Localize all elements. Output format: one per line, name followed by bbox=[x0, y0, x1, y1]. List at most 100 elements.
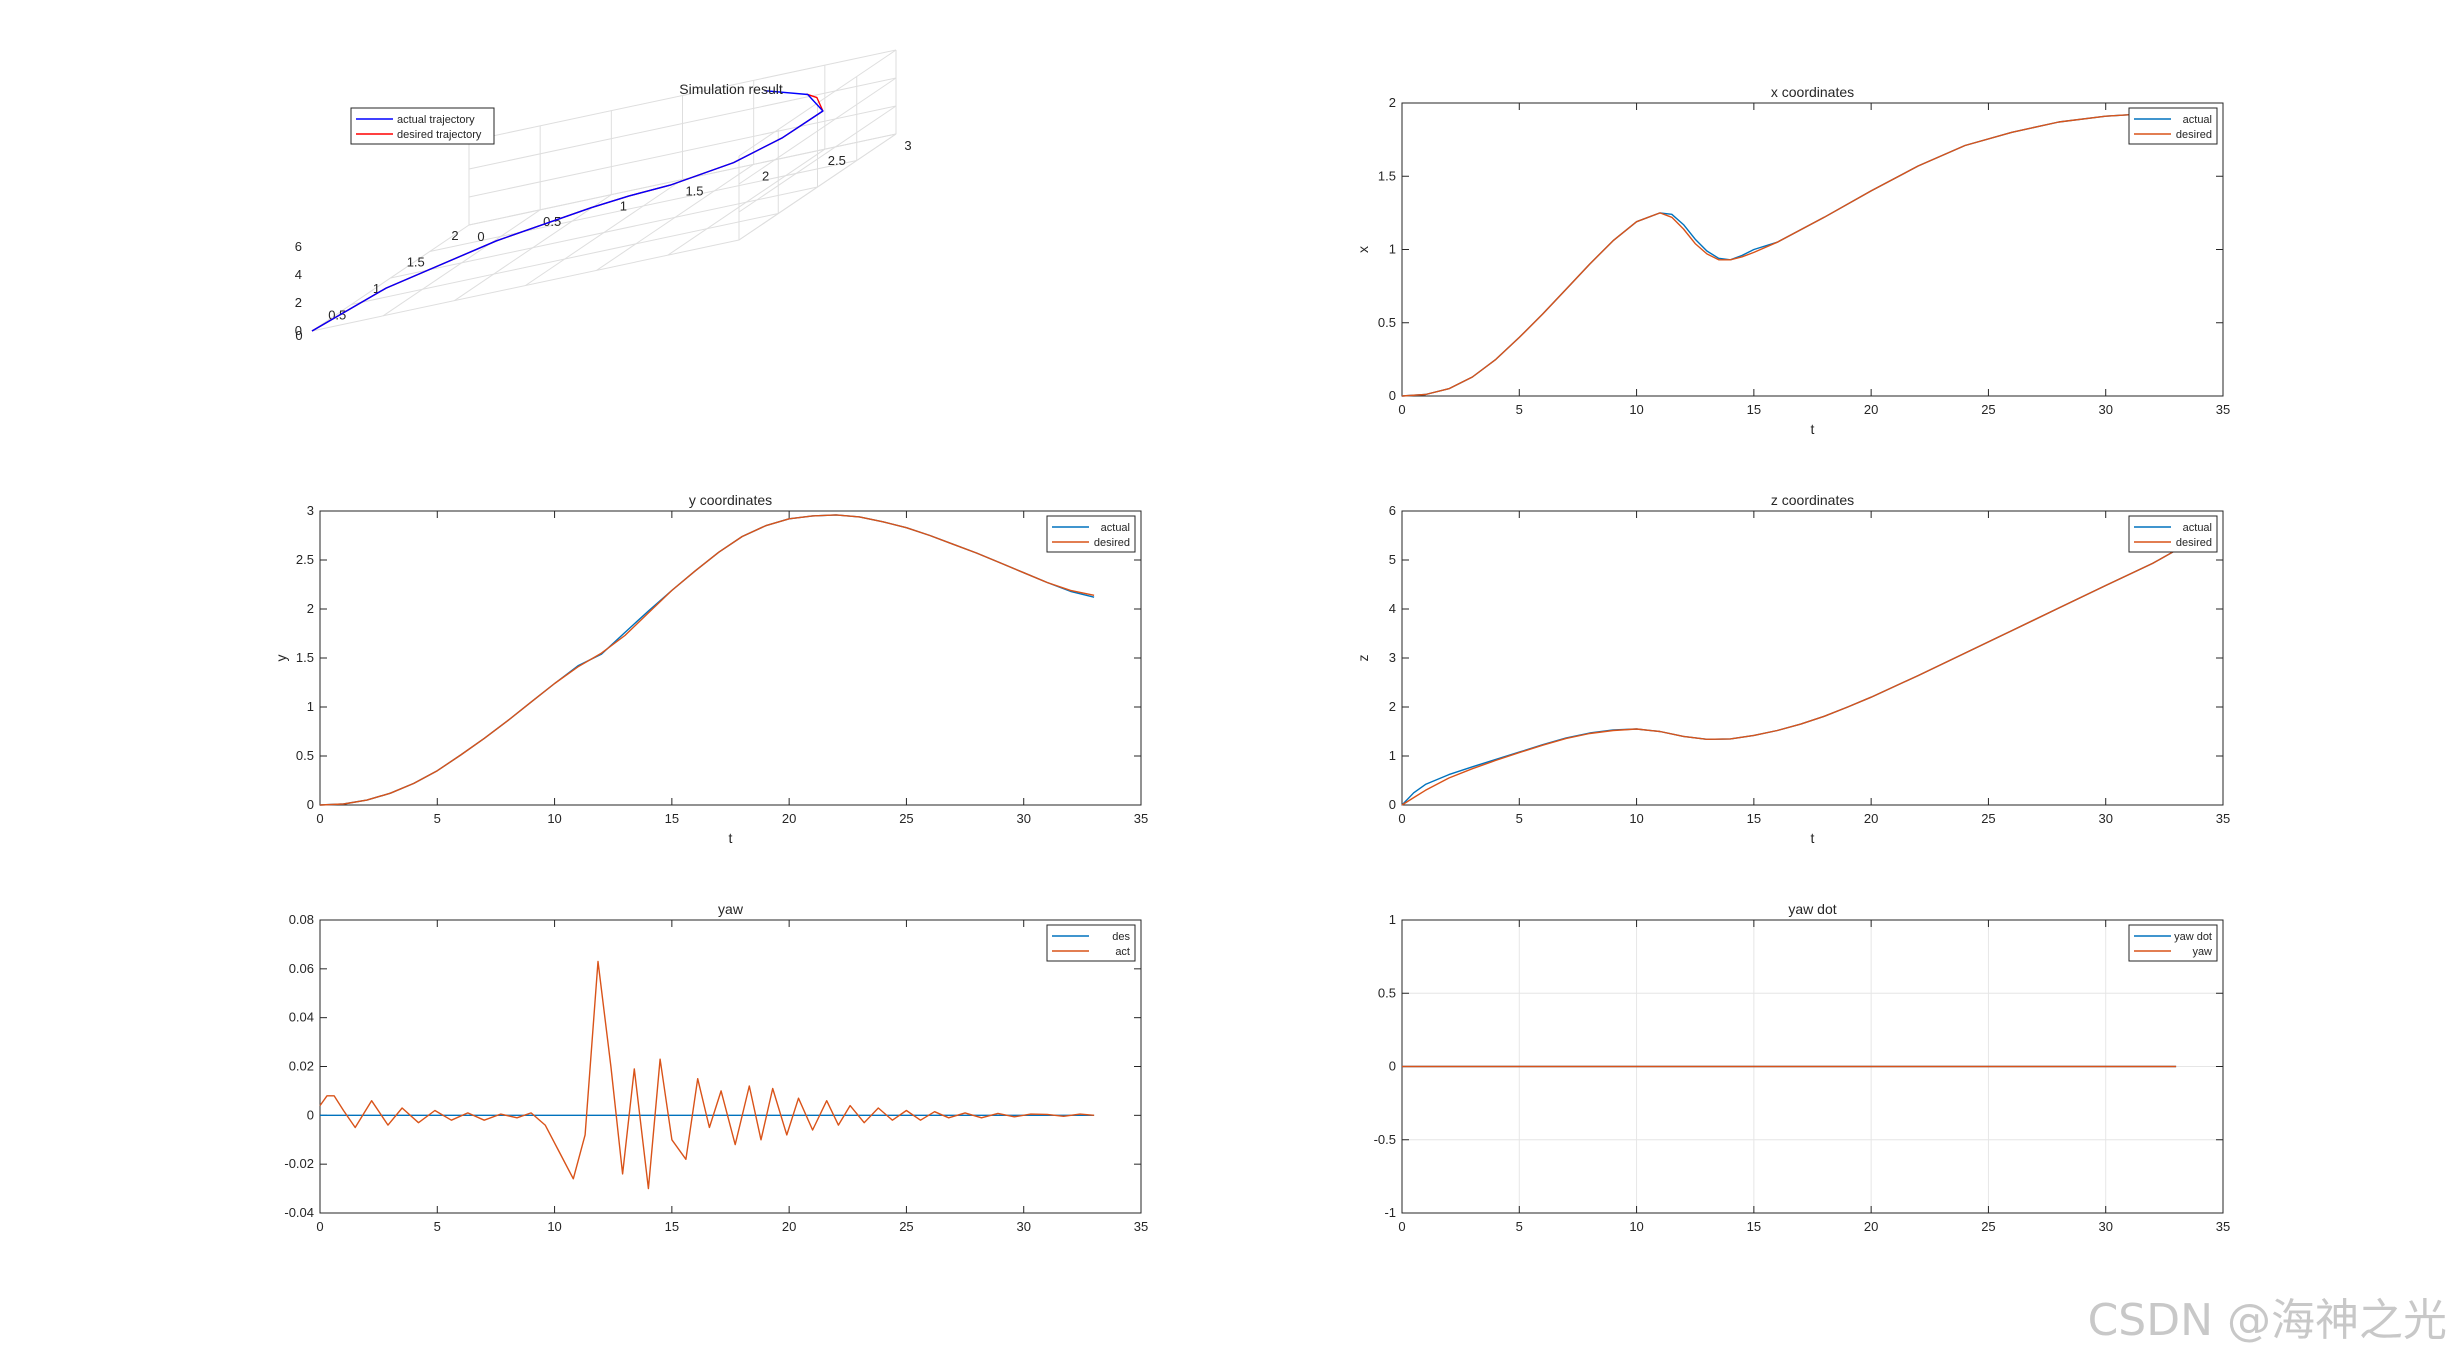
chart-title: y coordinates bbox=[689, 492, 772, 508]
x-tick-label: 5 bbox=[434, 1219, 441, 1234]
y-tick-label: 1.5 bbox=[1378, 168, 1396, 183]
y-tick-label: 0.5 bbox=[1378, 315, 1396, 330]
y-tick-label: 2.5 bbox=[296, 552, 314, 567]
x-tick-label: 25 bbox=[899, 811, 913, 826]
grid-line-z bbox=[468, 49, 897, 142]
x-tick-label: 20 bbox=[1864, 402, 1878, 417]
x-axis-label: t bbox=[1811, 421, 1815, 437]
y-tick-label: -0.02 bbox=[284, 1156, 314, 1171]
legend-label: desired bbox=[2176, 129, 2212, 141]
z-tick-label: 6 bbox=[295, 239, 302, 254]
grid-line-y bbox=[311, 224, 470, 332]
legend-label: actual bbox=[1101, 522, 1130, 534]
y-tick-label: -1 bbox=[1384, 1205, 1396, 1220]
x-tick-label: 35 bbox=[1134, 811, 1148, 826]
x-tick-label: 0 bbox=[1398, 811, 1405, 826]
legend-box bbox=[1046, 515, 1136, 553]
legend: actual desired bbox=[1046, 515, 1136, 553]
grid-line-z bbox=[468, 133, 897, 226]
legend: des act bbox=[1046, 924, 1136, 962]
x-tick-label: 20 bbox=[1864, 811, 1878, 826]
y-tick-label: 3 bbox=[904, 138, 911, 153]
chart-title: Simulation result bbox=[679, 81, 783, 97]
series-line-actual bbox=[1401, 549, 2177, 806]
grid-line-y bbox=[596, 163, 754, 271]
x-tick-label: 25 bbox=[1981, 811, 1995, 826]
x-tick-label: 35 bbox=[2216, 811, 2230, 826]
x-tick-label: 15 bbox=[665, 811, 679, 826]
grid-line-z bbox=[468, 77, 897, 170]
y-tick-label: 0 bbox=[1389, 388, 1396, 403]
grid-line-z bbox=[738, 105, 897, 213]
x-tick-label: 0 bbox=[1398, 402, 1405, 417]
legend-box bbox=[350, 107, 495, 145]
y-tick-label: 0.04 bbox=[289, 1010, 314, 1025]
legend-label: desired trajectory bbox=[397, 129, 482, 141]
x-tick-label: 5 bbox=[1516, 402, 1523, 417]
y-tick-label: 0.08 bbox=[289, 912, 314, 927]
x-tick-label: 5 bbox=[434, 811, 441, 826]
legend: actual desired bbox=[2128, 515, 2218, 553]
y-tick-label: -0.04 bbox=[284, 1205, 314, 1220]
csdn-watermark: CSDN @海神之光 bbox=[2087, 1295, 2447, 1346]
y-tick-label: 1.5 bbox=[296, 650, 314, 665]
series-line-actual bbox=[319, 514, 1095, 806]
series-line-actual bbox=[1401, 112, 2177, 397]
y-tick-label: 1 bbox=[1389, 912, 1396, 927]
x-tick-label: 20 bbox=[782, 811, 796, 826]
x-tick-label: 10 bbox=[1629, 1219, 1643, 1234]
y-tick-label: 5 bbox=[1389, 552, 1396, 567]
y-tick-label: 1.5 bbox=[685, 184, 703, 199]
legend-box bbox=[2128, 924, 2218, 962]
x-tick-label: 30 bbox=[2098, 811, 2112, 826]
y-tick-label: 0 bbox=[307, 797, 314, 812]
y-tick-label: 2 bbox=[307, 601, 314, 616]
grid-line-y bbox=[454, 194, 612, 302]
x-tick-label: 1.5 bbox=[407, 255, 425, 270]
grid-line-y bbox=[667, 148, 826, 256]
chart-yaw: 0 5 10 15 20 25 30 35 -0.04 -0.02 0 0.02 0.04 0.06 0.0… bbox=[284, 901, 1148, 1234]
z-tick-label: 0 bbox=[295, 323, 302, 338]
series-line-actual-trajectory bbox=[311, 90, 824, 332]
y-tick-label: 2 bbox=[1389, 699, 1396, 714]
y-tick-label: 0.5 bbox=[1378, 985, 1396, 1000]
y-tick-label: 6 bbox=[1389, 503, 1396, 518]
x-tick-label: 30 bbox=[2098, 1219, 2112, 1234]
y-tick-label: 3 bbox=[307, 503, 314, 518]
x-tick-label: 10 bbox=[1629, 811, 1643, 826]
axes-box bbox=[1401, 102, 2224, 397]
z-tick-label: 2 bbox=[295, 295, 302, 310]
y-tick-label: 0 bbox=[1389, 1059, 1396, 1074]
y-tick-label: 0.02 bbox=[289, 1059, 314, 1074]
x-tick-label: 0 bbox=[316, 1219, 323, 1234]
y-tick-label: -0.5 bbox=[1374, 1132, 1396, 1147]
series-line-desired bbox=[1401, 112, 2177, 397]
y-tick-label: 2.5 bbox=[828, 153, 846, 168]
x-tick-label: 15 bbox=[1747, 1219, 1761, 1234]
x-tick-label: 25 bbox=[1981, 1219, 1995, 1234]
y-tick-label: 3 bbox=[1389, 650, 1396, 665]
chart-title: yaw dot bbox=[1788, 901, 1836, 917]
x-tick-label: 10 bbox=[1629, 402, 1643, 417]
x-tick-label: 0 bbox=[316, 811, 323, 826]
chart-xcoord: 0 5 10 15 20 25 30 35 0 0.5 1 1.5 2 x coordinates t x ac… bbox=[1355, 84, 2230, 437]
x-tick-label: 5 bbox=[1516, 811, 1523, 826]
legend: yaw dot yaw bbox=[2128, 924, 2218, 962]
axes-box bbox=[319, 919, 1142, 1214]
chart-ycoord: 0 5 10 15 20 25 30 35 0 0.5 1 1.5 2 2.5 3 y coordinates… bbox=[273, 492, 1148, 846]
grid-line-z bbox=[738, 49, 897, 157]
x-tick-label: 30 bbox=[1016, 1219, 1030, 1234]
y-tick-label: 1 bbox=[307, 699, 314, 714]
x-tick-label: 25 bbox=[1981, 402, 1995, 417]
x-tick-label: 0 bbox=[295, 328, 302, 343]
x-tick-label: 15 bbox=[1747, 811, 1761, 826]
chart-title: yaw bbox=[718, 901, 744, 917]
x-axis-label: t bbox=[729, 830, 733, 846]
y-tick-label: 1 bbox=[1389, 242, 1396, 257]
chart-title: x coordinates bbox=[1771, 84, 1854, 100]
series-line-desired bbox=[319, 514, 1095, 806]
chart-zcoord: 0 5 10 15 20 25 30 35 0 1 2 3 4 5 6 z coordinates t z actu… bbox=[1355, 492, 2230, 846]
